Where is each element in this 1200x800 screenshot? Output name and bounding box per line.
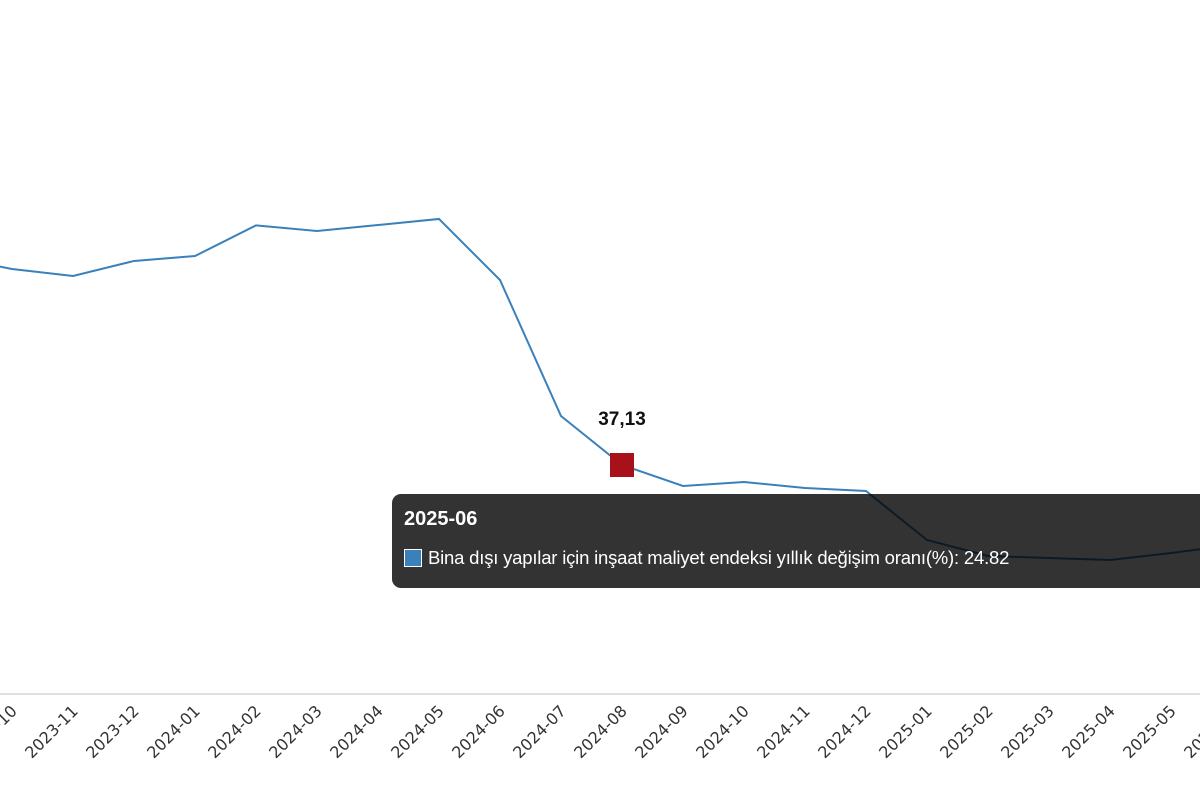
- x-tick-label: 2025-02: [936, 701, 997, 762]
- x-tick-label: 2024-05: [387, 701, 448, 762]
- x-tick-label: 2025-05: [1119, 701, 1180, 762]
- x-tick-label: 2024-02: [204, 701, 265, 762]
- data-point-2024-02[interactable]: [253, 222, 259, 228]
- data-point-2024-11[interactable]: [802, 485, 808, 491]
- data-point-2024-05[interactable]: [436, 216, 442, 222]
- x-tick-label: 2024-07: [509, 701, 570, 762]
- data-point-2024-07[interactable]: [558, 413, 564, 419]
- data-point-2024-06[interactable]: [497, 277, 503, 283]
- x-tick-label: 2025-06: [1180, 701, 1200, 762]
- x-tick-label: 2025-03: [997, 701, 1058, 762]
- x-tick-label: 2024-01: [143, 701, 204, 762]
- data-point-2023-12[interactable]: [131, 258, 137, 264]
- data-point-2023-11[interactable]: [70, 273, 76, 279]
- x-tick-label: 2024-11: [753, 701, 814, 762]
- x-tick-label: 2024-08: [570, 701, 631, 762]
- data-point-2024-04[interactable]: [375, 222, 381, 228]
- x-tick-label: 2024-03: [265, 701, 326, 762]
- data-point-2024-09[interactable]: [680, 483, 686, 489]
- highlighted-point-label: 37,13: [598, 409, 646, 430]
- data-point-2024-03[interactable]: [314, 228, 320, 234]
- tooltip-title: 2025-06: [404, 508, 478, 530]
- series-color-swatch-icon: [404, 549, 422, 567]
- data-point-2023-10[interactable]: [9, 266, 15, 272]
- x-tick-label: 2023-10: [0, 701, 21, 762]
- x-tick-label: 2025-04: [1058, 701, 1119, 762]
- x-tick-label: 2025-01: [875, 701, 936, 762]
- data-point-2024-01[interactable]: [192, 253, 198, 259]
- x-tick-label: 2024-10: [692, 701, 753, 762]
- x-tick-label: 2023-11: [21, 701, 82, 762]
- highlighted-point-marker[interactable]: [610, 453, 634, 477]
- tooltip: 2025-06 Bina dışı yapılar için inşaat ma…: [392, 494, 1200, 588]
- x-tick-label: 2024-06: [448, 701, 509, 762]
- x-tick-label: 2024-12: [814, 701, 875, 762]
- x-tick-label: 2024-09: [631, 701, 692, 762]
- x-tick-label: 2023-12: [82, 701, 143, 762]
- x-tick-label: 2024-04: [326, 701, 387, 762]
- tooltip-series-value: Bina dışı yapılar için inşaat maliyet en…: [428, 547, 1010, 568]
- tooltip-row: Bina dışı yapılar için inşaat maliyet en…: [404, 546, 1188, 570]
- data-point-2024-10[interactable]: [741, 479, 747, 485]
